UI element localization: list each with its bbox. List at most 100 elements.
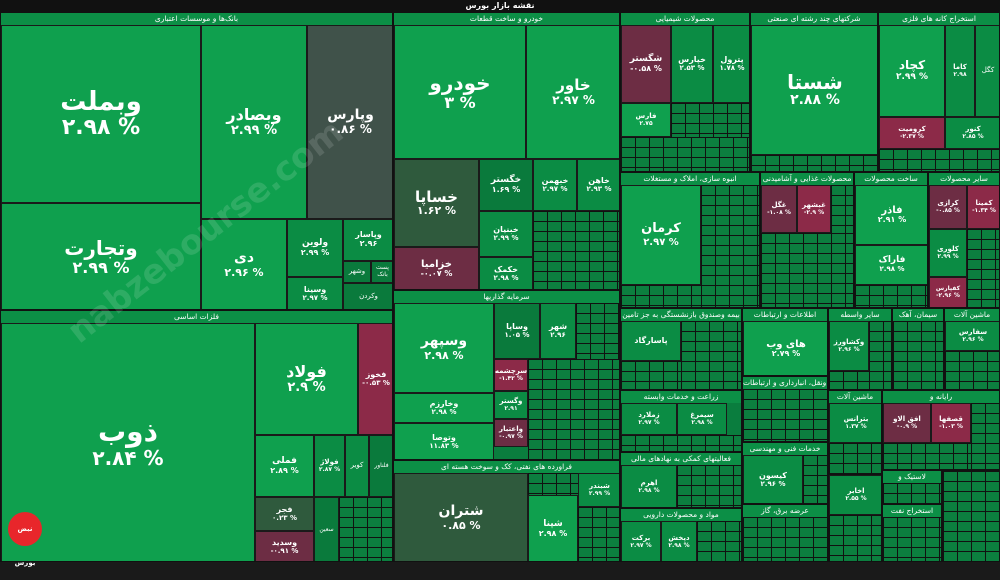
tile-vgostar[interactable]: وگستر ۲.۹۱: [494, 391, 528, 419]
tile-petrol[interactable]: پترول ۱.۷۸ %: [713, 25, 749, 103]
tile-vpars[interactable]: وپارس ۰.۸۶ %: [307, 25, 392, 219]
tile-khbonyan[interactable]: خبنیان ۲.۹۹ %: [479, 211, 533, 257]
tile-shesta[interactable]: شستا ۲.۸۸ %: [751, 25, 877, 155]
sector-far-right: [942, 470, 1000, 562]
tile-shahr[interactable]: شهر ۲.۹۶: [540, 303, 576, 359]
small-tiles-grid: [677, 465, 741, 507]
tile-ghshahd[interactable]: غبشهر -۲.۹ %: [797, 185, 831, 233]
tile-kgol[interactable]: کگل: [975, 25, 999, 117]
tile-khodro[interactable]: خودرو ۳ %: [394, 25, 526, 159]
small-tiles-grid: [829, 443, 881, 473]
tile-vetebar[interactable]: واعتبار -۰.۹۷ %: [494, 419, 528, 447]
tile-khzamia[interactable]: خزامیا -۰.۰۷ %: [394, 247, 479, 289]
tile-khavar[interactable]: خاور ۲.۹۷ %: [526, 25, 619, 159]
tile-kisun[interactable]: کیسون ۲.۹۶ %: [743, 455, 803, 503]
sector-header: حمل ونقل، انبارداری و ارتباطات: [743, 377, 827, 389]
tile-foolad[interactable]: فولاد ۲.۹ %: [255, 323, 358, 435]
tile-ghgol[interactable]: غگل -۱.۰۸ %: [761, 185, 797, 233]
sector-header: خودرو و ساخت قطعات: [394, 13, 619, 25]
sector-header: بیمه وصندوق بازنشستگی به جز تامین: [621, 309, 741, 321]
sector-header: ماشین آلات: [829, 391, 881, 403]
small-tiles-grid: [829, 515, 881, 561]
small-tiles-grid: [528, 359, 619, 459]
tile-fars[interactable]: فارس ۲.۷۵: [621, 103, 671, 137]
sector-invest: سرمایه گذاریها وسپهر ۲.۹۸ % وساپا ۱.۰۵ %…: [393, 290, 620, 460]
tile-kavir[interactable]: کویر: [345, 435, 369, 497]
tile-fazar[interactable]: فاذر ۲.۹۱ %: [855, 185, 927, 245]
tile-kroomit[interactable]: کرومیت -۲.۳۷ %: [879, 117, 945, 149]
tile-vpasar[interactable]: وپاسار ۲.۹۶: [343, 219, 392, 261]
tile-sarchsh[interactable]: سرچشمه -۱.۴۲ %: [494, 359, 528, 391]
tile-vshahr[interactable]: وشهر: [343, 261, 371, 283]
small-tiles-grid: [945, 351, 999, 389]
tile-vsepahr[interactable]: وسپهر ۲.۹۸ %: [394, 303, 494, 393]
tile-kfaras[interactable]: کفپارس -۲.۹۶ %: [929, 277, 967, 307]
tile-vbsader[interactable]: وبصادر ۲.۹۹ %: [201, 25, 307, 219]
tile-zmlard[interactable]: زملارد ۲.۹۷ %: [621, 403, 677, 435]
tile-haapt[interactable]: های وب ۲.۷۹ %: [743, 321, 827, 375]
tile-atlas[interactable]: پاسارگاد: [621, 321, 681, 361]
tile-vtosa[interactable]: وتوصا ۱۱.۸۳ %: [394, 423, 494, 459]
tile-kachad[interactable]: کچاد ۲.۹۹ %: [879, 25, 945, 117]
tile-shkastr[interactable]: شگستر -۰.۵۸ %: [621, 25, 671, 103]
sector-transport: حمل ونقل، انبارداری و ارتباطات: [742, 376, 828, 442]
sector-metals: فلزات اساسی ذوب ۲.۸۴ % فولاد ۲.۹ % فخوز …: [0, 310, 393, 562]
tile-di[interactable]: دی ۲.۹۶ %: [201, 219, 287, 309]
sector-multi: شرکتهای چند رشته ای صنعتی شستا ۲.۸۸ %: [750, 12, 878, 172]
sector-chem: محصولات شیمیایی شگستر -۰.۵۸ % خپارس ۲.۵۳…: [620, 12, 750, 172]
tile-kaazar[interactable]: کلوری ۲.۹۹ %: [929, 229, 967, 277]
tile-poost[interactable]: پست بانک: [371, 261, 392, 283]
tile-simorgh[interactable]: سیمرغ ۲.۹۸ %: [677, 403, 727, 435]
tile-khgostar[interactable]: خگستر ۱.۶۹ %: [479, 159, 533, 211]
tile-khebil[interactable]: خپارس ۲.۵۳ %: [671, 25, 713, 103]
sector-header: فراورده های نفتی، کک و سوخت هسته ای: [394, 461, 619, 473]
tile-fkhooz[interactable]: فخوز -۰.۵۳ %: [358, 323, 392, 435]
tile-kanoor[interactable]: کنور ۲.۸۵ %: [945, 117, 999, 149]
tile-dbarkat[interactable]: برکت ۲.۹۷ %: [621, 521, 661, 561]
tile-khsapa[interactable]: خساپا ۱.۶۲ %: [394, 159, 479, 247]
sector-header: فعالیتهای کمکی به نهادهای مالی: [621, 453, 741, 465]
tile-fnaver[interactable]: فلناور: [369, 435, 392, 497]
sector-mach2: ماشین آلات سفارس ۲.۹۶ %: [944, 308, 1000, 390]
tile-kerman[interactable]: کرمان ۲.۹۷ %: [621, 185, 701, 285]
tile-vlovin[interactable]: ولوین ۲.۹۹ %: [287, 219, 343, 277]
sector-header: ساخت محصولات: [855, 173, 927, 185]
tile-shbandar[interactable]: شبندر ۲.۹۹ %: [578, 473, 619, 507]
tile-faraak[interactable]: فاراک ۲.۹۸ %: [855, 245, 927, 285]
tile-vbmlt[interactable]: وبملت ۲.۹۸ %: [1, 25, 201, 203]
tile-sabin[interactable]: سعین: [314, 497, 339, 561]
tile-khkamk[interactable]: خکمک ۲.۹۸ %: [479, 257, 533, 289]
tile-kraazi[interactable]: کرازی -۰.۸۵ %: [929, 185, 967, 229]
tile-vsina[interactable]: وسینا ۲.۹۷ %: [287, 277, 343, 309]
tile-khbahman[interactable]: خبهمن ۲.۹۷ %: [533, 159, 577, 211]
tile-akhaber[interactable]: اخابر ۲.۵۵ %: [829, 475, 881, 515]
tile-asfsa[interactable]: قصفها -۱.۰۳ %: [931, 403, 971, 443]
sector-header: شرکتهای چند رشته ای صنعتی: [751, 13, 877, 25]
tile-zob[interactable]: ذوب ۲.۸۴ %: [1, 323, 255, 561]
tile-kama[interactable]: کاما ۲.۹۸: [945, 25, 975, 117]
tile-kisa[interactable]: کمینا -۱.۳۴ %: [967, 185, 999, 229]
tile-dpakhsh[interactable]: دپخش ۲.۹۸ %: [661, 521, 697, 561]
small-tiles-grid: [621, 435, 741, 451]
tile-vsadid[interactable]: وسدید -۰.۹۱ %: [255, 531, 314, 561]
sector-engineering: خدمات فنی و مهندسی کیسون ۲.۹۶ %: [742, 442, 828, 504]
sector-other-finance: سایر واسطه وکشاورز ۲.۹۶ %: [828, 308, 892, 390]
sector-nonmetal: استخراج نفت: [882, 504, 942, 562]
tile-afazar[interactable]: افق الاو -۰.۹ %: [883, 403, 931, 443]
tile-shpna[interactable]: شپنا ۲.۹۸ %: [528, 495, 578, 561]
nabzebourse-logo: نبض بورس: [8, 512, 42, 567]
tile-vsapa[interactable]: وساپا ۱.۰۵ %: [494, 303, 540, 359]
tile-vtejarat[interactable]: وتجارت ۲.۹۹ %: [1, 203, 201, 309]
tile-vkhazar[interactable]: وکشاورز ۲.۹۶ %: [829, 321, 869, 371]
tile-khazar[interactable]: خاهن ۲.۹۳ %: [577, 159, 619, 211]
tile-fajr[interactable]: فجر ۰.۲۳ %: [255, 497, 314, 531]
sector-header: سرمایه گذاریها: [394, 291, 619, 303]
tile-shatran[interactable]: شتران ۰.۸۵ %: [394, 473, 528, 561]
tile-ahrom[interactable]: اهرم ۲.۹۸ %: [621, 465, 677, 507]
tile-vkharazm[interactable]: وخارزم ۲.۹۸ %: [394, 393, 494, 423]
tile-fameli[interactable]: فملی ۲.۸۹ %: [255, 435, 314, 497]
tile-sfars[interactable]: سفارس ۲.۹۶ %: [945, 321, 999, 351]
tile-brkhavar[interactable]: بترانس ۱.۳۷ %: [829, 403, 881, 443]
tile-folaj[interactable]: فولاژ ۲.۸۷ %: [314, 435, 345, 497]
tile-vkardan[interactable]: وکردن: [343, 283, 392, 309]
